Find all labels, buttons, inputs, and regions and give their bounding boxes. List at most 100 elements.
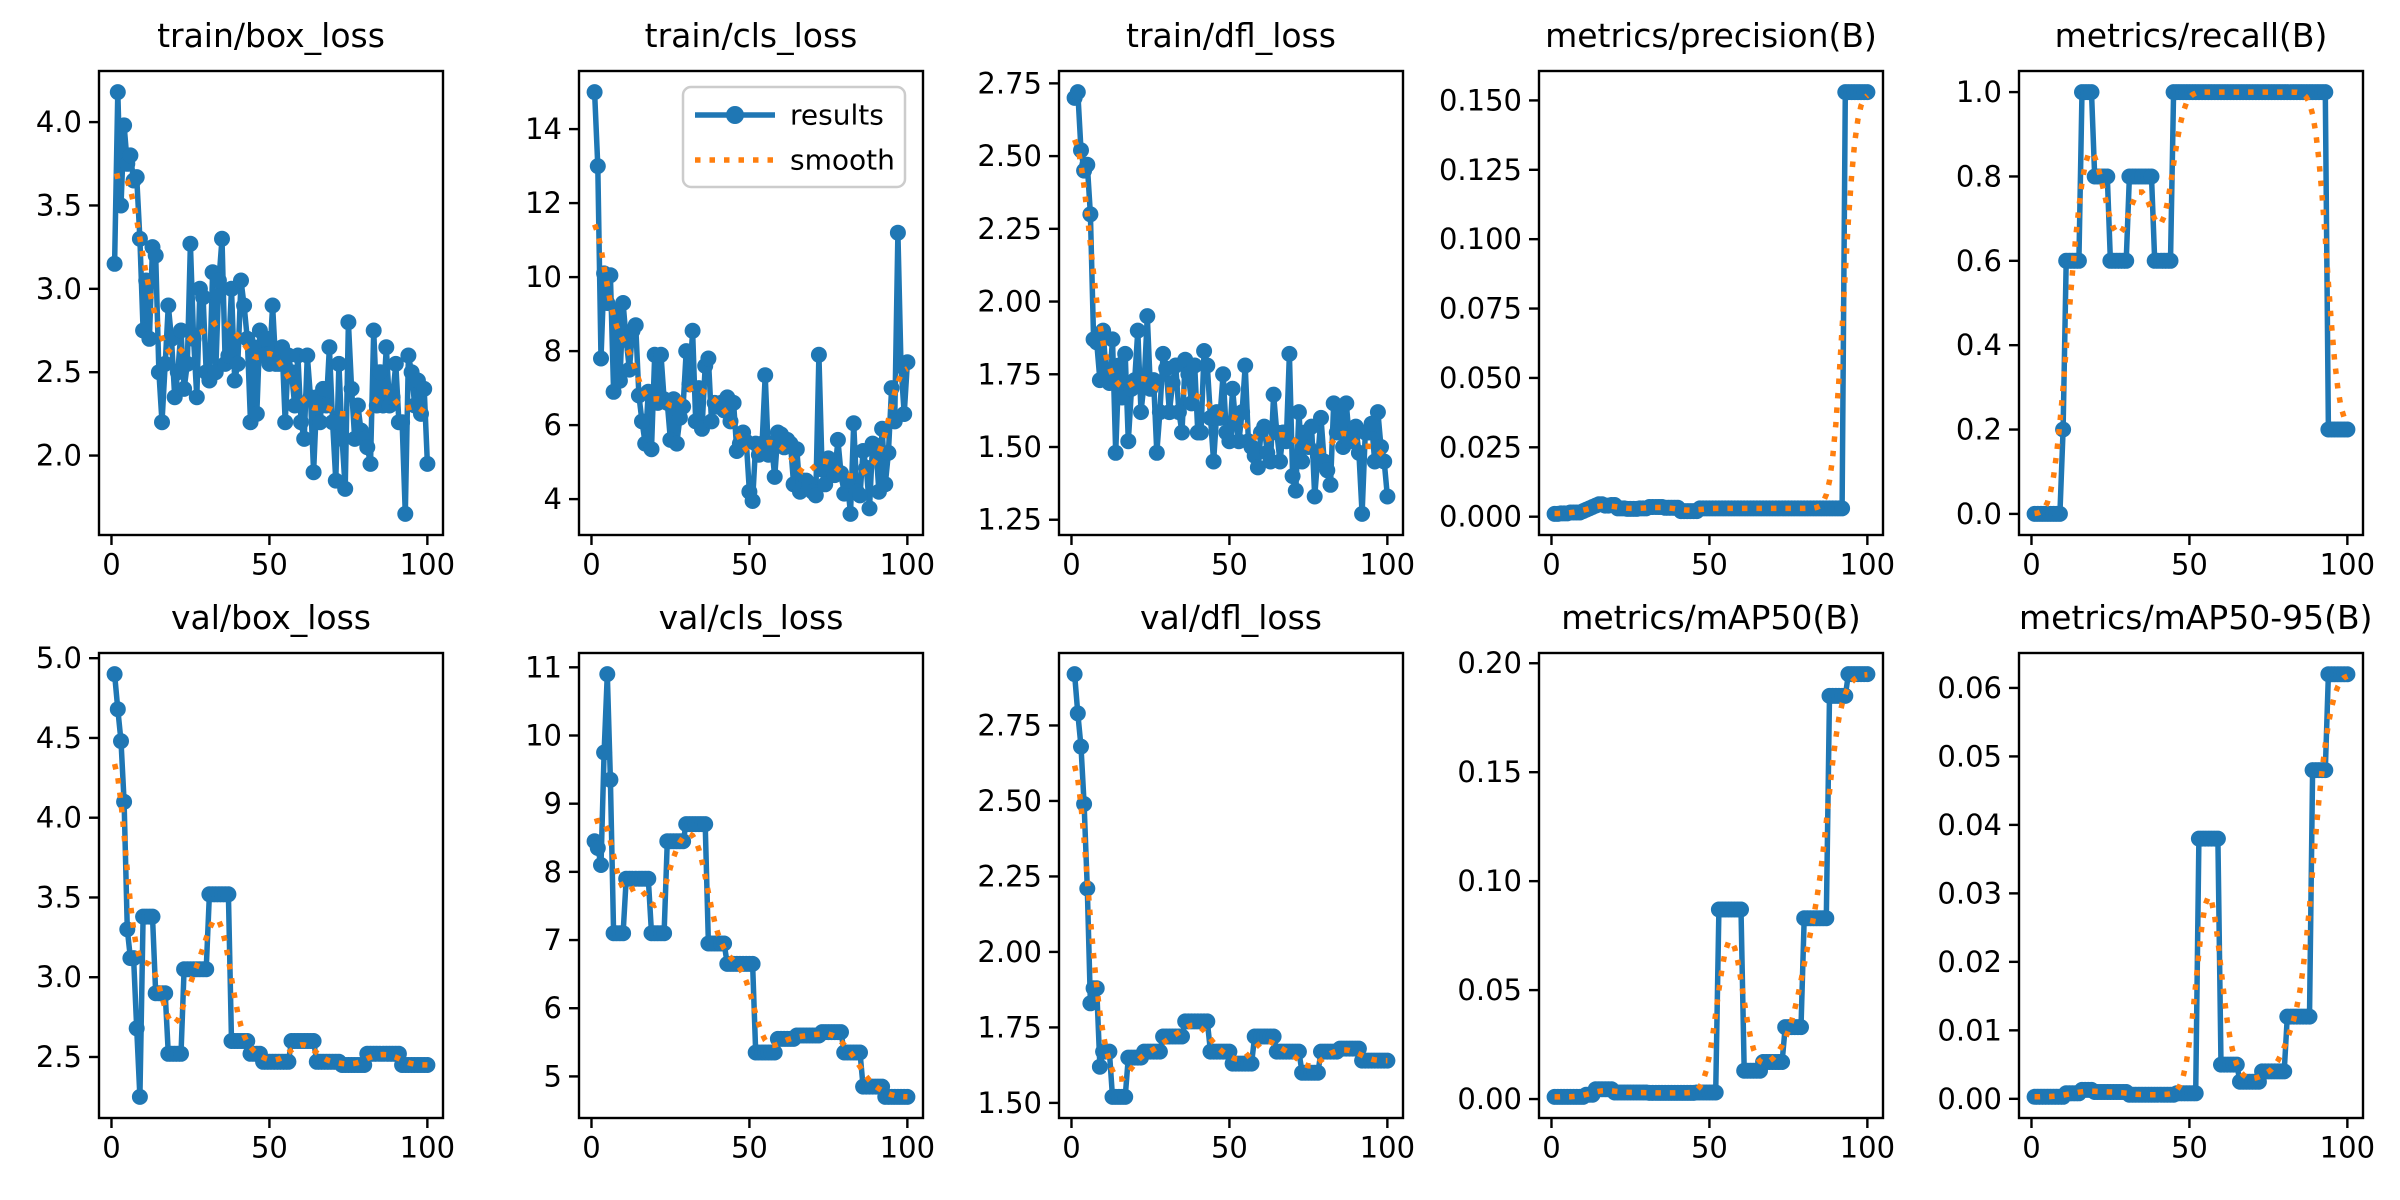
y-tick-label: 1.50 [977, 430, 1042, 464]
x-tick-label: 100 [1360, 1131, 1415, 1165]
axes-spines [1057, 651, 1405, 1120]
y-tick-label: 7 [544, 923, 562, 957]
y-tick-label: 4 [544, 482, 562, 516]
subplot-metrics-recall-b: metrics/recall(B) 0 50 100 0.0 0.2 0.4 0.6 0.8 1… [1920, 0, 2400, 600]
axes-spines [2017, 69, 2365, 537]
y-tick-label: 0.2 [1956, 413, 2002, 447]
smooth-line [1554, 93, 1870, 517]
plot-title: metrics/mAP50(B) [1561, 598, 1861, 637]
plot-title: train/box_loss [157, 16, 385, 55]
results-line [1554, 671, 1868, 1100]
smooth-line [2034, 673, 2349, 1100]
plot-canvas-train-dfl-loss: 0 50 100 1.25 1.50 1.75 2.00 2.25 2.50 2.75 [977, 66, 1415, 581]
y-tick-label: 1.25 [977, 503, 1042, 537]
y-tick-label: 2.25 [977, 859, 1042, 893]
plot-title: metrics/precision(B) [1545, 16, 1877, 55]
x-tick-label: 0 [2022, 1131, 2040, 1165]
y-tick-label: 12 [525, 186, 562, 220]
series-group [106, 666, 436, 1105]
plot-title: val/cls_loss [658, 598, 844, 637]
x-tick-label: 50 [731, 548, 768, 582]
y-tick-label: 0.00 [1457, 1082, 1522, 1116]
series-group [1546, 666, 1876, 1105]
y-tick-label: 3.0 [36, 272, 82, 306]
series-group [2026, 84, 2356, 522]
axes-spines [1537, 69, 1885, 537]
x-tick-label: 100 [1840, 548, 1895, 582]
axes-spines [1537, 651, 1885, 1120]
x-tick-label: 50 [251, 548, 288, 582]
y-tick-label: 3.5 [36, 188, 82, 222]
y-tick-label: 1.75 [977, 1010, 1042, 1044]
x-tick-label: 100 [400, 548, 455, 582]
smooth-line [111, 763, 428, 1068]
subplot-metrics-map50-b: metrics/mAP50(B) 0 50 100 0.00 0.05 0.10 0.15 0… [1440, 600, 1920, 1200]
results-markers [1066, 666, 1396, 1105]
x-tick-label: 50 [1691, 548, 1728, 582]
smooth-line [2034, 89, 2350, 517]
plot-canvas-metrics-recall-b: 0 50 100 0.0 0.2 0.4 0.6 0.8 1.0 [1956, 69, 2375, 582]
x-tick-label: 0 [582, 1131, 600, 1165]
plot-title: train/cls_loss [644, 16, 858, 55]
x-tick-label: 0 [582, 548, 600, 582]
axes-spines [2017, 651, 2365, 1120]
y-tick-label: 0.04 [1937, 808, 2002, 842]
y-tick-label: 0.15 [1457, 755, 1522, 789]
subplot-val-box-loss: val/box_loss 0 50 100 2.5 3.0 3.5 4.0 4.5 5.0 [0, 600, 480, 1200]
results-line [1554, 89, 1868, 517]
y-tick-label: 0.075 [1440, 292, 1522, 326]
y-tick-label: 0.125 [1440, 153, 1522, 187]
plot-canvas-val-dfl-loss: 0 50 100 1.50 1.75 2.00 2.25 2.50 2.75 [977, 651, 1415, 1165]
x-tick-label: 0 [1062, 1131, 1080, 1165]
series-group [1546, 84, 1876, 522]
plot-title: metrics/recall(B) [2054, 16, 2328, 55]
x-tick-label: 100 [1840, 1131, 1895, 1165]
plot-canvas-metrics-map50-b: 0 50 100 0.00 0.05 0.10 0.15 0.20 [1457, 646, 1895, 1165]
y-tick-label: 0.10 [1457, 864, 1522, 898]
results-markers [586, 666, 916, 1105]
smooth-line [1554, 671, 1868, 1100]
y-tick-label: 0.4 [1956, 328, 2002, 362]
y-tick-label: 8 [544, 334, 562, 368]
subplot-train-cls-loss: train/cls_loss 0 50 100 4 6 8 10 12 14 results smo… [480, 0, 960, 600]
subplot-metrics-map50-95-b: metrics/mAP50-95(B) 0 50 100 0.00 0.01 0.02 0.… [1920, 600, 2400, 1200]
legend-label-smooth: smooth [790, 144, 895, 177]
x-tick-label: 100 [880, 548, 935, 582]
y-tick-label: 10 [525, 719, 562, 753]
series-group [2026, 666, 2356, 1105]
y-tick-label: 4.0 [36, 105, 82, 139]
y-tick-label: 5 [544, 1059, 562, 1093]
smooth-line [113, 172, 429, 422]
x-tick-label: 50 [2171, 1131, 2208, 1165]
y-tick-label: 6 [544, 408, 562, 442]
x-tick-label: 50 [251, 1131, 288, 1165]
series-group [1066, 666, 1396, 1105]
y-tick-label: 6 [544, 991, 562, 1025]
y-tick-label: 0.0 [1956, 497, 2002, 531]
plot-canvas-val-box-loss: 0 50 100 2.5 3.0 3.5 4.0 4.5 5.0 [36, 641, 455, 1165]
results-markers [1546, 84, 1876, 522]
series-group [586, 84, 916, 522]
y-tick-label: 1.50 [977, 1086, 1042, 1120]
results-line [1071, 673, 1388, 1100]
y-tick-label: 10 [525, 260, 562, 294]
subplot-val-cls-loss: val/cls_loss 0 50 100 5 6 7 8 9 10 11 [480, 600, 960, 1200]
plot-title: train/dfl_loss [1126, 16, 1336, 55]
y-tick-label: 9 [544, 787, 562, 821]
y-tick-label: 2.5 [36, 1040, 82, 1074]
series-group [586, 666, 916, 1105]
x-tick-label: 0 [102, 1131, 120, 1165]
subplot-metrics-precision-b: metrics/precision(B) 0 50 100 0.000 0.025 0.0… [1440, 0, 1920, 600]
x-tick-label: 50 [2171, 548, 2208, 582]
results-markers [1546, 666, 1876, 1105]
y-tick-label: 4.0 [36, 801, 82, 835]
x-tick-label: 50 [731, 1131, 768, 1165]
y-tick-label: 0.000 [1440, 500, 1522, 534]
results-markers [2026, 84, 2356, 522]
y-tick-label: 4.5 [36, 721, 82, 755]
y-tick-label: 2.75 [977, 66, 1042, 100]
smooth-line [593, 817, 908, 1100]
plot-title: val/dfl_loss [1139, 598, 1322, 637]
axes-spines [97, 69, 445, 537]
x-tick-label: 50 [1691, 1131, 1728, 1165]
